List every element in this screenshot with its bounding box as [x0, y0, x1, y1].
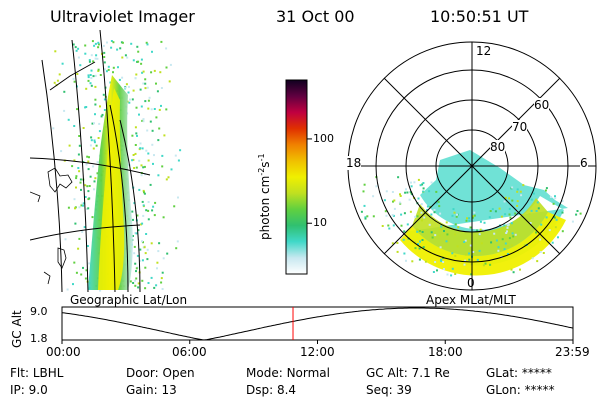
dsp-status: Dsp: 8.4	[246, 383, 297, 397]
altitude-curve	[61, 307, 574, 341]
altitude-ylabel: GC Alt	[10, 310, 24, 348]
ip-status: IP: 9.0	[10, 383, 48, 397]
mlt-label-12: 12	[476, 44, 492, 58]
door-status: Door: Open	[126, 366, 195, 380]
instrument-title: Ultraviolet Imager	[50, 7, 195, 26]
gain-status: Gain: 13	[126, 383, 177, 397]
time-tick-2: 12:00	[300, 345, 335, 359]
colorbar-tick-label: 100	[313, 131, 334, 145]
time-tick-0: 00:00	[46, 345, 81, 359]
mlat-label-60: 60	[534, 98, 550, 112]
time-tick-1: 06:00	[172, 345, 207, 359]
mlt-label-0: 0	[467, 276, 475, 290]
colorbar-rect	[285, 79, 308, 275]
coastline	[30, 167, 73, 285]
time-tick-4: 23:59	[555, 345, 590, 359]
mlat-label-80: 80	[490, 140, 506, 154]
time-label: 10:50:51 UT	[430, 7, 529, 26]
altitude-ytick-max: 9.0	[30, 305, 48, 318]
glat-status: GLat: *****	[486, 366, 552, 380]
glon-status: GLon: *****	[486, 383, 555, 397]
lat-lon-grid	[30, 30, 151, 292]
mode-status: Mode: Normal	[246, 366, 330, 380]
mlt-label-18: 18	[346, 156, 362, 170]
apex-panel-label: Apex MLat/MLT	[426, 293, 516, 307]
altitude-ytick-min: 1.8	[30, 332, 48, 345]
seq-status: Seq: 39	[366, 383, 412, 397]
gc-alt-status: GC Alt: 7.1 Re	[366, 366, 450, 380]
geographic-panel-label: Geographic Lat/Lon	[70, 293, 188, 307]
colorbar-tick-label: 10	[313, 216, 327, 230]
time-tick-3: 18:00	[428, 345, 463, 359]
flt-status: Flt: LBHL	[10, 366, 64, 380]
date-label: 31 Oct 00	[276, 7, 355, 26]
mlt-label-6: 6	[580, 156, 588, 170]
mlat-label-70: 70	[512, 120, 528, 134]
